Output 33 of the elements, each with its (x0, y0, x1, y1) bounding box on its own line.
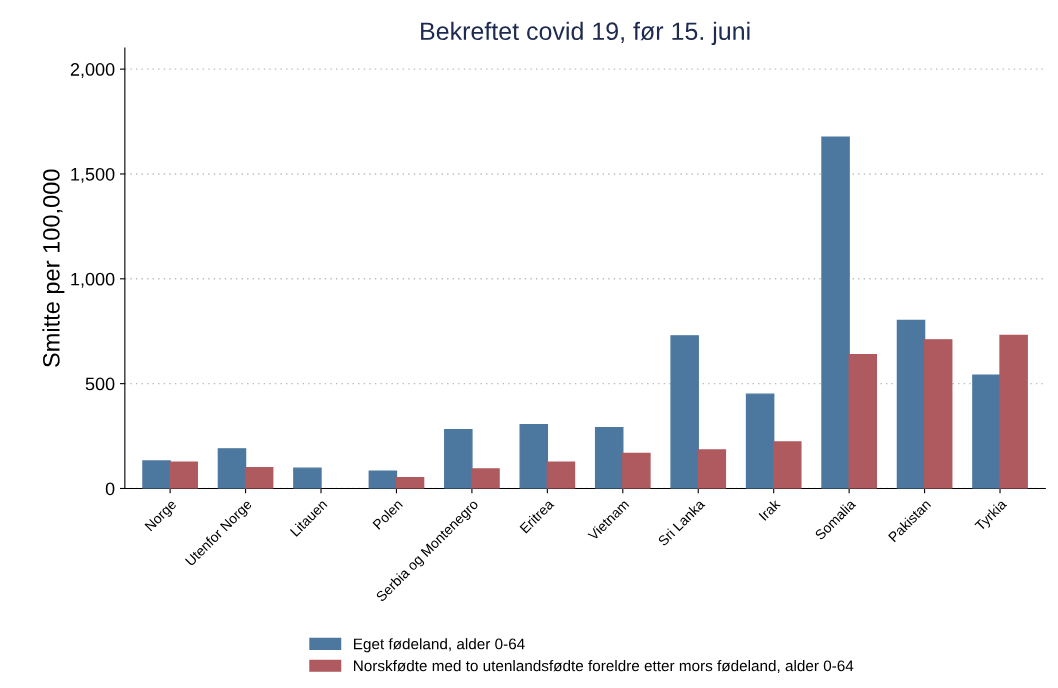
bar (519, 424, 549, 489)
bar (999, 334, 1028, 489)
legend-label: Eget fødeland, alder 0-64 (354, 638, 525, 653)
bar (821, 136, 850, 489)
bar (622, 452, 651, 489)
bar (444, 429, 473, 489)
y-tick-label: 1,500 (71, 167, 115, 183)
bar (772, 441, 802, 489)
bar (142, 460, 171, 489)
bar (244, 467, 274, 489)
chart-title: Bekreftet covid 19, før 15. juni (421, 21, 750, 46)
bar (594, 426, 624, 489)
y-tick-label: 1,000 (71, 272, 115, 288)
y-tick-label: 2,000 (70, 63, 115, 78)
bar (471, 468, 500, 489)
bar (896, 319, 926, 489)
bar (169, 461, 198, 489)
x-tick-label: Irak (758, 498, 781, 521)
bar (697, 449, 727, 489)
y-tick-label: 500 (85, 377, 115, 391)
bar (293, 467, 322, 489)
bar (395, 476, 425, 489)
bar (745, 393, 775, 489)
y-axis-title: Smitte per 100,000 (42, 169, 65, 367)
bar (670, 335, 699, 489)
bar (923, 339, 953, 489)
bar (546, 461, 576, 489)
bar (217, 448, 247, 489)
legend-label: Norskfødte med to utenlandsfødte foreldre etter mors fødeland, alder 0-64 (354, 660, 854, 674)
bar (848, 354, 877, 489)
bar (368, 470, 398, 489)
bar (972, 374, 1001, 489)
y-tick-label: 0 (105, 482, 115, 496)
